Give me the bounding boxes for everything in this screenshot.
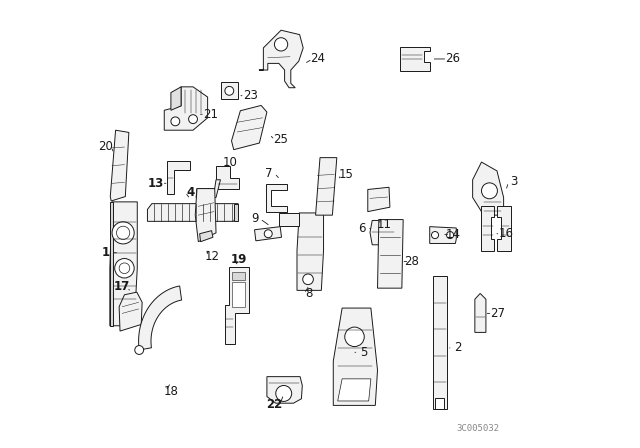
Text: 26: 26	[445, 52, 460, 65]
Polygon shape	[266, 184, 287, 211]
Bar	[435, 398, 444, 409]
Text: 1: 1	[102, 246, 110, 259]
Circle shape	[116, 226, 130, 240]
Polygon shape	[110, 130, 129, 201]
Text: 7: 7	[266, 167, 273, 180]
Polygon shape	[481, 206, 494, 250]
Polygon shape	[234, 204, 238, 221]
Circle shape	[171, 117, 180, 126]
Text: 6: 6	[358, 222, 365, 235]
Circle shape	[112, 222, 134, 244]
Polygon shape	[316, 158, 337, 215]
Text: 3C005032: 3C005032	[456, 424, 499, 433]
Polygon shape	[225, 267, 249, 345]
Polygon shape	[196, 180, 220, 198]
Polygon shape	[333, 308, 378, 405]
Text: 11: 11	[377, 218, 392, 231]
Polygon shape	[255, 227, 282, 241]
Circle shape	[276, 385, 292, 401]
Polygon shape	[259, 30, 303, 88]
Polygon shape	[139, 286, 182, 350]
Polygon shape	[433, 276, 447, 409]
Polygon shape	[110, 202, 137, 326]
Circle shape	[189, 115, 198, 124]
Text: 20: 20	[99, 140, 113, 153]
Text: 21: 21	[203, 108, 218, 121]
Text: 16: 16	[499, 227, 513, 240]
Circle shape	[303, 274, 314, 284]
Circle shape	[481, 183, 497, 199]
Circle shape	[275, 38, 288, 51]
Polygon shape	[279, 213, 300, 226]
Circle shape	[264, 230, 272, 238]
Text: 2: 2	[454, 341, 462, 354]
Polygon shape	[200, 231, 213, 242]
Polygon shape	[267, 377, 302, 403]
Bar	[232, 272, 244, 280]
Polygon shape	[370, 220, 397, 245]
Text: 13: 13	[148, 177, 164, 190]
Text: 25: 25	[273, 134, 287, 146]
Text: 10: 10	[222, 156, 237, 169]
Text: 15: 15	[338, 168, 353, 181]
Circle shape	[447, 232, 454, 239]
Text: 3: 3	[510, 176, 518, 189]
Circle shape	[345, 327, 364, 347]
Polygon shape	[297, 213, 324, 290]
Text: 12: 12	[205, 250, 220, 263]
Polygon shape	[110, 202, 113, 326]
Polygon shape	[378, 220, 403, 288]
Text: 23: 23	[243, 89, 257, 102]
Circle shape	[115, 258, 134, 278]
Polygon shape	[221, 82, 237, 99]
Polygon shape	[171, 87, 181, 110]
Polygon shape	[216, 167, 239, 190]
Polygon shape	[475, 293, 486, 332]
Polygon shape	[147, 204, 238, 221]
Circle shape	[119, 263, 130, 274]
Polygon shape	[368, 187, 390, 211]
Polygon shape	[429, 227, 456, 243]
Text: 14: 14	[445, 228, 460, 241]
Circle shape	[135, 345, 143, 354]
Bar	[232, 282, 244, 307]
Text: 22: 22	[266, 398, 282, 411]
Polygon shape	[232, 105, 267, 150]
Polygon shape	[119, 292, 142, 331]
Polygon shape	[167, 161, 190, 194]
Text: 8: 8	[306, 288, 313, 301]
Text: 18: 18	[163, 385, 179, 398]
Polygon shape	[164, 87, 207, 130]
Polygon shape	[497, 206, 511, 250]
Circle shape	[431, 232, 438, 239]
Text: 24: 24	[310, 52, 325, 65]
Polygon shape	[399, 47, 429, 71]
Polygon shape	[338, 379, 371, 401]
Text: 4: 4	[186, 185, 195, 198]
Circle shape	[225, 86, 234, 95]
Text: 5: 5	[360, 346, 367, 359]
Text: 27: 27	[490, 307, 506, 320]
Text: 19: 19	[230, 253, 247, 266]
Text: 17: 17	[114, 280, 131, 293]
Polygon shape	[195, 189, 216, 242]
Text: 28: 28	[404, 255, 419, 268]
Text: 9: 9	[251, 212, 259, 225]
Polygon shape	[473, 162, 504, 215]
